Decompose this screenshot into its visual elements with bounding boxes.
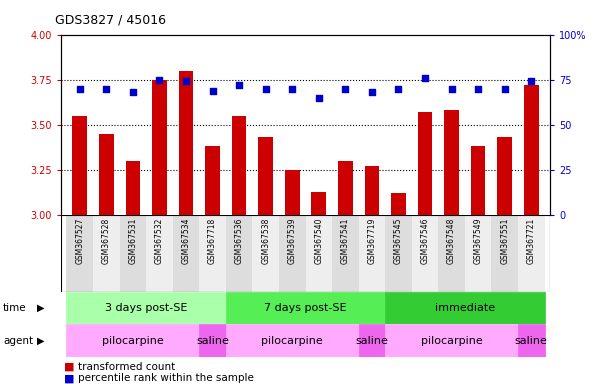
Bar — [306, 215, 332, 292]
Text: GSM367527: GSM367527 — [75, 217, 84, 264]
Bar — [465, 215, 491, 292]
Bar — [518, 215, 544, 292]
Bar — [232, 116, 246, 215]
Point — [367, 89, 377, 95]
Text: 3 days post-SE: 3 days post-SE — [105, 303, 188, 313]
Bar — [332, 215, 359, 292]
Bar — [385, 292, 544, 324]
Point — [420, 75, 430, 81]
Text: GSM367532: GSM367532 — [155, 217, 164, 264]
Text: GSM367721: GSM367721 — [527, 217, 536, 263]
Bar — [385, 215, 412, 292]
Point — [474, 86, 483, 92]
Text: GSM367541: GSM367541 — [341, 217, 350, 264]
Point — [128, 89, 137, 95]
Point — [500, 86, 510, 92]
Point — [208, 88, 218, 94]
Point — [234, 82, 244, 88]
Text: GDS3827 / 45016: GDS3827 / 45016 — [55, 14, 166, 27]
Text: GSM367534: GSM367534 — [181, 217, 191, 264]
Text: saline: saline — [356, 336, 389, 346]
Point — [75, 86, 84, 92]
Point — [527, 78, 536, 84]
Text: pilocarpine: pilocarpine — [102, 336, 164, 346]
Text: GSM367719: GSM367719 — [367, 217, 376, 264]
Bar — [67, 292, 226, 324]
Bar — [226, 292, 385, 324]
Text: agent: agent — [3, 336, 33, 346]
Bar — [412, 215, 438, 292]
Bar — [258, 137, 273, 215]
Text: GSM367718: GSM367718 — [208, 217, 217, 263]
Bar — [226, 215, 252, 292]
Text: ▶: ▶ — [37, 336, 44, 346]
Bar — [226, 324, 359, 357]
Bar — [471, 146, 486, 215]
Bar — [152, 80, 167, 215]
Point — [155, 77, 164, 83]
Point — [261, 86, 271, 92]
Text: GSM367549: GSM367549 — [474, 217, 483, 264]
Bar — [312, 192, 326, 215]
Point — [393, 86, 403, 92]
Bar — [365, 166, 379, 215]
Text: saline: saline — [515, 336, 547, 346]
Text: GSM367531: GSM367531 — [128, 217, 137, 264]
Point — [314, 95, 324, 101]
Bar — [99, 134, 114, 215]
Bar — [125, 161, 140, 215]
Text: GSM367548: GSM367548 — [447, 217, 456, 264]
Bar — [199, 215, 226, 292]
Bar — [279, 215, 306, 292]
Text: 7 days post-SE: 7 days post-SE — [264, 303, 347, 313]
Point — [181, 78, 191, 84]
Text: transformed count: transformed count — [78, 362, 175, 372]
Text: GSM367540: GSM367540 — [314, 217, 323, 264]
Bar — [120, 215, 146, 292]
Text: ▶: ▶ — [37, 303, 44, 313]
Text: ■: ■ — [64, 373, 75, 383]
Bar — [285, 170, 299, 215]
Point — [287, 86, 297, 92]
Text: GSM367536: GSM367536 — [235, 217, 244, 264]
Bar — [497, 137, 512, 215]
Text: GSM367546: GSM367546 — [420, 217, 430, 264]
Text: GSM367539: GSM367539 — [288, 217, 297, 264]
Text: GSM367545: GSM367545 — [394, 217, 403, 264]
Text: pilocarpine: pilocarpine — [262, 336, 323, 346]
Bar — [438, 215, 465, 292]
Bar — [418, 112, 433, 215]
Point — [447, 86, 456, 92]
Text: time: time — [3, 303, 27, 313]
Point — [101, 86, 111, 92]
Bar — [93, 215, 120, 292]
Text: pilocarpine: pilocarpine — [421, 336, 483, 346]
Bar — [524, 85, 539, 215]
Bar — [444, 110, 459, 215]
Bar — [252, 215, 279, 292]
Bar — [67, 215, 93, 292]
Bar — [178, 71, 193, 215]
Text: ■: ■ — [64, 362, 75, 372]
Bar — [491, 215, 518, 292]
Text: saline: saline — [196, 336, 229, 346]
Bar — [391, 194, 406, 215]
Bar — [72, 116, 87, 215]
Bar — [67, 324, 199, 357]
Text: immediate: immediate — [435, 303, 495, 313]
Bar — [146, 215, 173, 292]
Bar — [518, 324, 544, 357]
Text: GSM367551: GSM367551 — [500, 217, 509, 264]
Bar — [338, 161, 353, 215]
Bar — [359, 324, 385, 357]
Bar — [205, 146, 220, 215]
Bar — [199, 324, 226, 357]
Text: GSM367538: GSM367538 — [261, 217, 270, 264]
Bar — [359, 215, 385, 292]
Point — [340, 86, 350, 92]
Text: percentile rank within the sample: percentile rank within the sample — [78, 373, 254, 383]
Bar — [385, 324, 518, 357]
Bar — [173, 215, 199, 292]
Text: GSM367528: GSM367528 — [102, 217, 111, 263]
